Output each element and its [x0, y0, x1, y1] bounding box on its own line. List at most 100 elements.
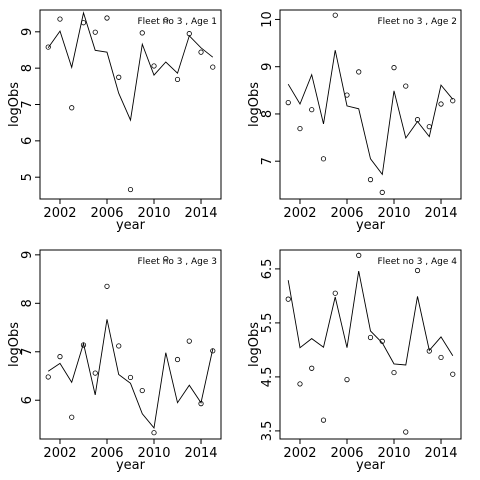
- observation-point: [332, 290, 338, 296]
- observation-point: [379, 189, 385, 195]
- panel-title: Fleet no 3 , Age 1: [137, 17, 217, 27]
- y-tick-label: 6.5: [260, 259, 275, 280]
- y-tick-label: 5: [20, 173, 35, 181]
- plot-frame: [279, 249, 462, 440]
- y-axis-title: logObs: [247, 322, 262, 367]
- observation-point: [438, 101, 444, 107]
- observation-point: [391, 65, 397, 71]
- chart-panel-4: 2002 2006 2010 2014 3.5 4.5 5.5 6.5 year logObs Fl…: [247, 249, 462, 473]
- observation-point: [57, 354, 63, 360]
- x-tick-label: 2006: [330, 206, 363, 221]
- x-tick-label: 2014: [424, 206, 457, 221]
- observation-point: [57, 16, 63, 22]
- y-tick-label: 8: [20, 299, 35, 307]
- observation-point: [285, 296, 291, 302]
- observation-point: [198, 49, 204, 55]
- y-tick-label: 9: [20, 251, 35, 259]
- observation-point: [379, 338, 385, 344]
- observation-point: [297, 125, 303, 132]
- observation-point: [116, 343, 122, 349]
- observation-point: [174, 356, 181, 363]
- y-tick-label: 8: [260, 110, 275, 118]
- observation-point: [309, 107, 315, 113]
- observation-point: [309, 365, 315, 371]
- chart-panel-2: 2002 2006 2010 2014 7 8 9 10 year logObs Fleet no …: [247, 9, 462, 233]
- observation-point: [80, 20, 87, 26]
- observation-point: [45, 374, 51, 380]
- x-axis-title: year: [116, 458, 146, 473]
- observation-point: [210, 348, 216, 354]
- observation-point: [139, 30, 145, 36]
- y-axis-title: logObs: [7, 322, 22, 367]
- observation-point: [163, 17, 169, 23]
- y-tick-label: 9: [20, 28, 35, 36]
- observation-point: [356, 252, 362, 258]
- panel-title: Fleet no 3 , Age 2: [377, 17, 457, 27]
- observation-point: [367, 177, 374, 183]
- chart-panel-1: 2002 2006 2010 2014 5 6 7 8 9 year logObs Fleet no …: [7, 9, 222, 233]
- y-tick-label: 7: [20, 348, 35, 356]
- observation-point: [127, 186, 134, 193]
- plot-frame: [279, 9, 462, 200]
- observation-point: [356, 69, 362, 75]
- plot-frame: [39, 249, 222, 440]
- x-tick-label: 2014: [184, 446, 217, 461]
- observation-point: [45, 44, 51, 50]
- observation-point: [127, 374, 134, 381]
- observation-point: [116, 74, 122, 80]
- x-tick-label: 2014: [424, 446, 457, 461]
- y-axis-title: logObs: [7, 82, 22, 127]
- x-tick-label: 2010: [377, 446, 410, 461]
- y-tick-label: 6: [20, 396, 35, 404]
- observation-point: [80, 342, 87, 348]
- observation-point: [69, 105, 75, 111]
- observation-point: [297, 381, 303, 387]
- y-tick-label: 8: [20, 64, 35, 72]
- observation-point: [403, 83, 409, 89]
- x-tick-label: 2006: [90, 206, 123, 221]
- fitted-line: [287, 50, 454, 176]
- observation-point: [174, 76, 181, 83]
- observation-point: [104, 15, 110, 21]
- observation-point: [426, 348, 432, 354]
- observation-point: [92, 29, 98, 35]
- y-tick-label: 7: [20, 100, 35, 108]
- x-axis-title: year: [356, 458, 386, 473]
- observation-point: [163, 256, 169, 262]
- y-tick-label: 3.5: [260, 421, 275, 442]
- observation-point: [320, 417, 327, 423]
- panel-title: Fleet no 3 , Age 4: [377, 257, 457, 267]
- fitted-line: [47, 319, 214, 429]
- y-tick-label: 6: [20, 137, 35, 145]
- observation-point: [391, 369, 397, 376]
- observation-point: [367, 334, 374, 341]
- x-tick-label: 2006: [330, 446, 363, 461]
- x-axis-title: year: [116, 218, 146, 233]
- observation-point: [210, 64, 216, 70]
- plot-frame: [39, 9, 222, 200]
- observation-point: [450, 371, 456, 377]
- x-tick-label: 2002: [43, 446, 76, 461]
- observation-point: [198, 401, 204, 407]
- x-tick-label: 2006: [90, 446, 123, 461]
- y-tick-label: 7: [260, 157, 275, 165]
- observation-point: [414, 117, 421, 123]
- y-tick-label: 4.5: [260, 367, 275, 388]
- observation-point: [332, 12, 338, 18]
- observation-point: [450, 98, 456, 104]
- observation-point: [69, 414, 75, 420]
- fitted-line: [287, 271, 454, 366]
- fitted-line: [47, 11, 214, 122]
- observation-point: [139, 387, 145, 394]
- y-tick-label: 10: [260, 11, 275, 28]
- observation-point: [414, 267, 421, 274]
- x-tick-label: 2010: [137, 206, 170, 221]
- observation-point: [285, 100, 291, 106]
- observation-point: [151, 63, 157, 69]
- x-tick-label: 2002: [283, 446, 316, 461]
- observation-point: [151, 430, 157, 436]
- x-tick-label: 2002: [43, 206, 76, 221]
- observation-point: [344, 376, 350, 383]
- panel-title: Fleet no 3 , Age 3: [137, 257, 217, 267]
